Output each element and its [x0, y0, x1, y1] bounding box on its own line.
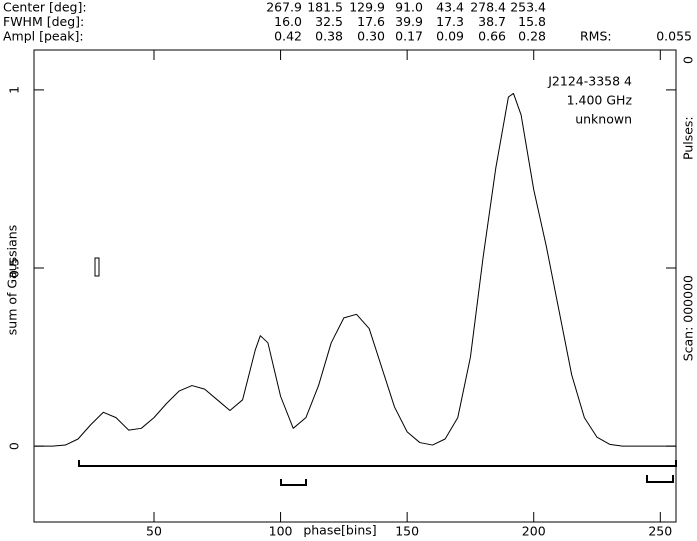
header-value: 253.4 [510, 0, 546, 15]
side-label: Pulses: [681, 116, 696, 160]
off-pulse-bracket [646, 475, 674, 483]
header-value: 91.0 [395, 0, 423, 15]
off-pulse-bracket [280, 479, 307, 486]
annotation: unknown [575, 112, 632, 127]
header-value: 43.4 [436, 0, 464, 15]
x-axis-label: phase[bins] [303, 523, 376, 538]
profile-line [35, 92, 676, 447]
rms-value: 0.055 [656, 29, 692, 44]
header-value: 39.9 [395, 14, 423, 29]
x-tick-label: 250 [648, 524, 672, 539]
plot-frame [33, 49, 677, 523]
header-value: 0.30 [357, 29, 385, 44]
annotation: 1.400 GHz [567, 93, 633, 108]
header-value: 17.6 [357, 14, 385, 29]
header-value: 0.42 [274, 29, 302, 44]
header-value: 181.5 [307, 0, 343, 15]
header-value: 15.8 [518, 14, 546, 29]
header-value: 267.9 [266, 0, 302, 15]
header-value: 32.5 [315, 14, 343, 29]
y-tick-label: 1 [7, 86, 22, 94]
rms-label: RMS: [580, 29, 612, 44]
y-tick-label: 0 [7, 442, 22, 450]
x-tick-label: 100 [269, 524, 293, 539]
header-value: 129.9 [349, 0, 385, 15]
header-value: 278.4 [470, 0, 506, 15]
on-pulse-bracket [78, 460, 677, 467]
side-label: 0 [681, 56, 696, 64]
header-value: 0.38 [315, 29, 343, 44]
header-value: 0.28 [518, 29, 546, 44]
header-value: 0.17 [395, 29, 423, 44]
x-tick-label: 150 [395, 524, 419, 539]
header-label: Ampl [peak]: [3, 29, 84, 44]
side-label: Scan: 000000 [681, 275, 696, 361]
header-value: 0.09 [436, 29, 464, 44]
header-label: FWHM [deg]: [3, 14, 84, 29]
x-tick-label: 50 [146, 524, 162, 539]
header-label: Center [deg]: [3, 0, 87, 15]
noise-box [94, 257, 100, 277]
header-value: 0.66 [478, 29, 506, 44]
y-tick-label: 0.5 [7, 258, 22, 278]
x-tick-label: 200 [522, 524, 546, 539]
y-axis-label: sum of Gaussians [5, 225, 20, 335]
header-value: 17.3 [436, 14, 464, 29]
header-value: 38.7 [478, 14, 506, 29]
header-value: 16.0 [274, 14, 302, 29]
annotation: J2124-3358 4 [547, 74, 632, 89]
